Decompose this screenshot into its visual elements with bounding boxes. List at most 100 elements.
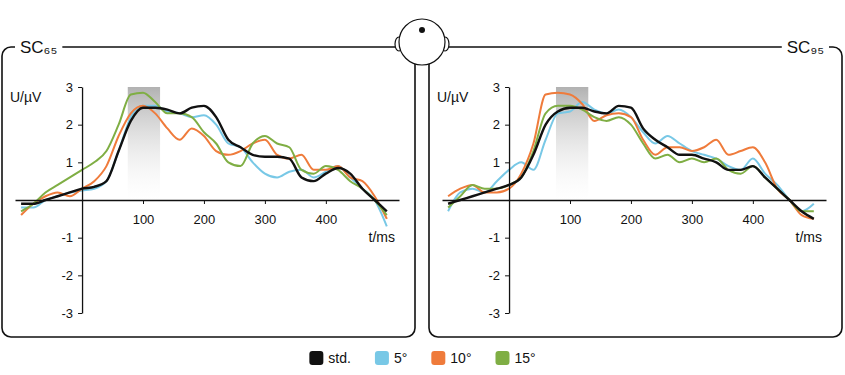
legend-item: 5° (375, 350, 407, 366)
y-tick-label: -2 (61, 268, 73, 283)
y-tick: -2 (488, 268, 509, 283)
head-icon (395, 19, 449, 65)
legend-label: 10° (450, 350, 471, 366)
x-tick-mark (326, 200, 327, 204)
y-tick: 1 (493, 155, 509, 170)
y-axis-title: U/µV (10, 89, 42, 105)
x-tick-label: 400 (316, 212, 338, 227)
x-tick-mark (265, 200, 266, 204)
y-tick: -1 (488, 230, 509, 245)
highlight-window (128, 87, 160, 200)
title-group: SC₆₅ (15, 38, 62, 57)
y-axis-title: U/µV (437, 89, 469, 105)
y-tick: 3 (493, 80, 509, 95)
y-tick-mark (78, 87, 82, 88)
legend-item: std. (309, 350, 351, 366)
series-line (21, 93, 387, 215)
y-tick-label: -1 (61, 230, 73, 245)
y-tick-label: -3 (61, 306, 73, 321)
legend-swatch (309, 351, 323, 365)
y-tick: 3 (66, 80, 82, 95)
y-tick-mark (505, 313, 509, 314)
y-tick-mark (78, 162, 82, 163)
legend-item: 15° (495, 350, 535, 366)
y-tick: -1 (61, 230, 82, 245)
series-line (448, 106, 814, 211)
y-tick-mark (78, 275, 82, 276)
y-tick-mark (505, 125, 509, 126)
y-tick-mark (505, 162, 509, 163)
x-tick-mark (753, 200, 754, 204)
x-tick-label: 300 (255, 212, 277, 227)
x-tick: 100 (560, 200, 582, 227)
x-tick: 400 (316, 200, 338, 227)
panel: 100 200 300 400 -3 -2 -1 1 2 3 U/µV t/ms SC₉₅ (429, 38, 842, 337)
figure: 100 200 300 400 -3 -2 -1 1 2 3 U/µV t/ms SC₆₅ 100 200 3… (0, 0, 845, 375)
y-tick: -2 (61, 268, 82, 283)
y-tick-mark (78, 313, 82, 314)
y-tick: -3 (61, 306, 82, 321)
y-tick: 2 (493, 117, 509, 132)
x-tick-mark (143, 200, 144, 204)
y-tick-mark (505, 87, 509, 88)
y-tick-label: 2 (66, 117, 73, 132)
y-tick: 1 (66, 155, 82, 170)
y-tick-label: -2 (488, 268, 500, 283)
x-tick-label: 100 (560, 212, 582, 227)
legend-label: std. (328, 350, 351, 366)
x-tick: 200 (621, 200, 643, 227)
x-tick-mark (692, 200, 693, 204)
plot-area (448, 87, 814, 219)
y-tick-mark (78, 238, 82, 239)
legend-swatch (431, 351, 445, 365)
x-tick-mark (631, 200, 632, 204)
y-tick-label: 1 (493, 155, 500, 170)
x-axis-title: t/ms (369, 229, 395, 245)
y-tick-label: 1 (66, 155, 73, 170)
x-axis-line (443, 200, 827, 201)
y-tick-mark (505, 238, 509, 239)
x-tick-label: 100 (133, 212, 155, 227)
y-axis-line (82, 88, 83, 314)
plot-area (21, 87, 387, 226)
y-tick-mark (78, 125, 82, 126)
legend: std. 5° 10° 15° (309, 350, 535, 366)
x-tick: 100 (133, 200, 155, 227)
x-tick-mark (570, 200, 571, 204)
y-axis: -3 -2 -1 1 2 3 (488, 80, 509, 321)
y-tick-label: 3 (493, 80, 500, 95)
x-tick-label: 200 (621, 212, 643, 227)
legend-swatch (495, 351, 509, 365)
legend-label: 5° (394, 350, 407, 366)
electrode (419, 27, 425, 33)
x-tick: 400 (743, 200, 765, 227)
title-background (15, 38, 62, 57)
x-tick-label: 400 (743, 212, 765, 227)
y-tick: -3 (488, 306, 509, 321)
y-axis-line (509, 88, 510, 314)
panel: 100 200 300 400 -3 -2 -1 1 2 3 U/µV t/ms SC₆₅ (2, 38, 415, 337)
x-tick-label: 300 (682, 212, 704, 227)
panel-frame (429, 47, 842, 337)
y-tick-label: -3 (488, 306, 500, 321)
x-axis-line (16, 200, 400, 201)
y-tick: 2 (66, 117, 82, 132)
x-axis: 100 200 300 400 (16, 200, 400, 227)
series-line (448, 102, 814, 211)
panel-title: SC₉₅ (787, 38, 824, 57)
legend-item: 10° (431, 350, 471, 366)
x-tick: 200 (194, 200, 216, 227)
legend-label: 15° (514, 350, 535, 366)
x-tick-label: 200 (194, 212, 216, 227)
y-tick-label: 2 (493, 117, 500, 132)
x-tick-mark (204, 200, 205, 204)
series-line (448, 106, 814, 219)
series-line (21, 106, 387, 219)
legend-swatch (375, 351, 389, 365)
head-outline (399, 19, 445, 65)
y-axis: -3 -2 -1 1 2 3 (61, 80, 82, 321)
y-tick-label: -1 (488, 230, 500, 245)
series-line (21, 106, 387, 211)
x-axis-title: t/ms (796, 229, 822, 245)
x-tick: 300 (255, 200, 277, 227)
